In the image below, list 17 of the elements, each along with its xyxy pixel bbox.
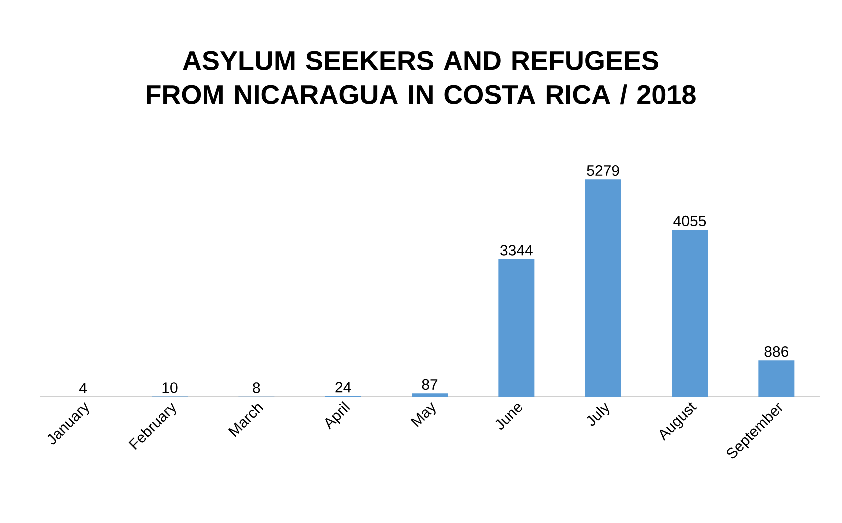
bar — [672, 230, 708, 397]
bar — [498, 259, 535, 397]
bar — [758, 360, 795, 397]
bar — [412, 394, 448, 397]
data-label: 886 — [764, 346, 789, 358]
data-label: 10 — [162, 382, 178, 394]
chart-title: ASYLUM SEEKERS AND REFUGEES FROM NICARAGUA IN COSTA RICA / 2018 — [147, 51, 696, 105]
x-tick-label: May — [410, 402, 436, 428]
data-label: 24 — [336, 382, 352, 393]
data-label: 3344 — [500, 245, 533, 256]
bar — [585, 180, 622, 397]
data-label: 5279 — [587, 165, 620, 176]
data-label: 4055 — [674, 216, 706, 227]
data-label: 8 — [253, 382, 260, 394]
data-label: 87 — [422, 379, 438, 390]
data-label: 4 — [80, 383, 88, 394]
x-tick-label: July — [586, 402, 610, 426]
